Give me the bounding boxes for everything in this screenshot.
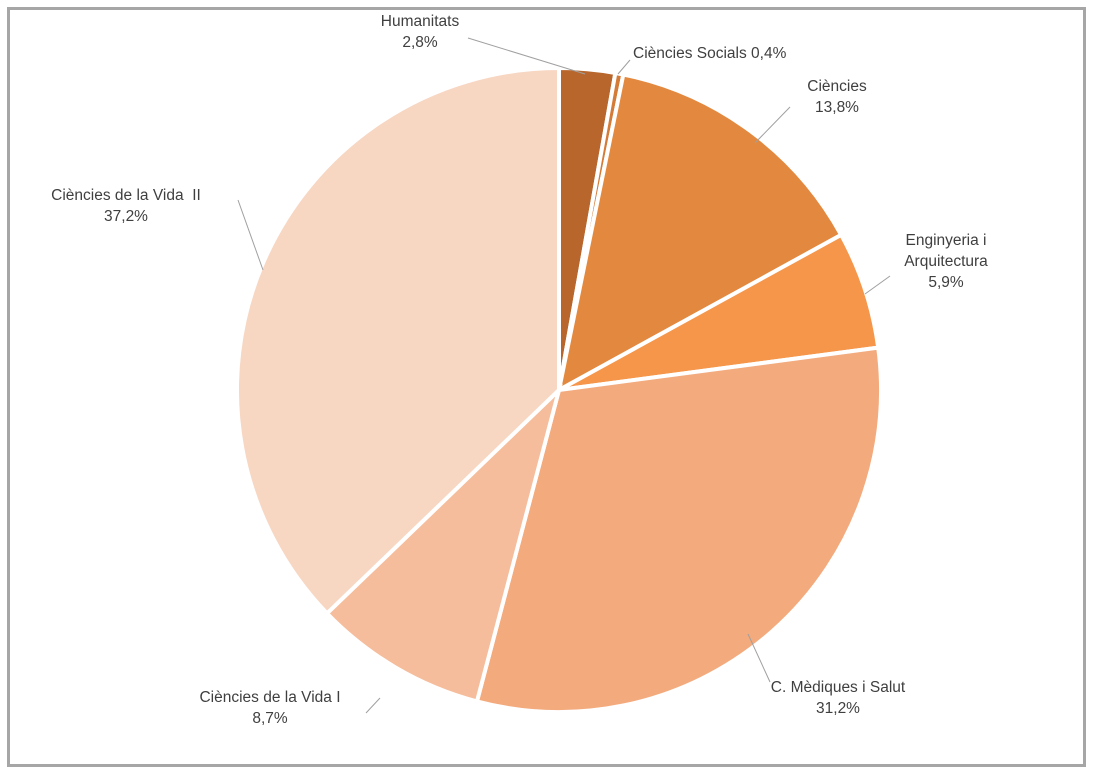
leader-line-enginyeria-i-arquitectura — [864, 275, 891, 295]
leader-line-humanitats — [467, 37, 586, 75]
pie-slice-ciencies-de-la-vida-i — [324, 383, 563, 704]
pie-slice-ciencies-de-la-vida-ii — [235, 65, 561, 617]
slice-value: 0,4% — [747, 45, 787, 62]
pie-slice-ciencies — [556, 72, 844, 394]
data-label-ciencies-de-la-vida-ii: Ciències de la Vida II 37,2% — [51, 187, 201, 225]
slice-name: C. Mèdiques i Salut — [771, 679, 906, 696]
leader-line-ciencies — [754, 106, 791, 144]
data-label-humanitats: Humanitats 2,8% — [381, 13, 460, 51]
slice-value: 2,8% — [402, 34, 438, 51]
chart-frame: Humanitats 2,8% Ciències Socials 0,4% Ciènc… — [7, 7, 1086, 767]
slice-value: 5,9% — [928, 274, 964, 291]
slice-name: Ciències Socials — [633, 45, 747, 62]
slice-name: Ciències de la Vida I — [199, 689, 340, 706]
data-label-c-mediques-i-salut: C. Mèdiques i Salut 31,2% — [771, 679, 906, 717]
pie-slices — [235, 65, 883, 714]
slice-name: Humanitats — [381, 13, 460, 30]
leader-line-c-mediques-i-salut — [747, 633, 771, 683]
leader-lines — [237, 37, 891, 714]
slice-value: 13,8% — [815, 99, 859, 116]
data-label-ciencies-de-la-vida-i: Ciències de la Vida I 8,7% — [199, 689, 340, 727]
slice-name: Ciències de la Vida II — [51, 187, 201, 204]
leader-line-ciencies-de-la-vida-ii — [237, 199, 264, 271]
slice-value: 31,2% — [816, 700, 860, 717]
slice-name: Ciències — [807, 78, 867, 95]
pie-chart: Humanitats 2,8%Ciències Socials 0,4%Ciènc… — [51, 13, 988, 727]
data-label-ciencies: Ciències 13,8% — [807, 78, 867, 116]
leader-line-ciencies-de-la-vida-i — [365, 697, 381, 714]
slice-value: 8,7% — [252, 710, 288, 727]
slice-value: 37,2% — [104, 208, 148, 225]
pie-slice-c-mediques-i-salut — [474, 345, 883, 714]
data-labels: Humanitats 2,8%Ciències Socials 0,4%Ciènc… — [51, 13, 988, 727]
slice-name: Arquitectura — [904, 253, 988, 270]
data-label-enginyeria-i-arquitectura: Enginyeria i Arquitectura 5,9% — [904, 232, 988, 291]
leader-line-ciencies-socials — [617, 59, 631, 75]
slice-name: Enginyeria i — [906, 232, 987, 249]
data-label-ciencies-socials: Ciències Socials 0,4% — [633, 45, 787, 62]
